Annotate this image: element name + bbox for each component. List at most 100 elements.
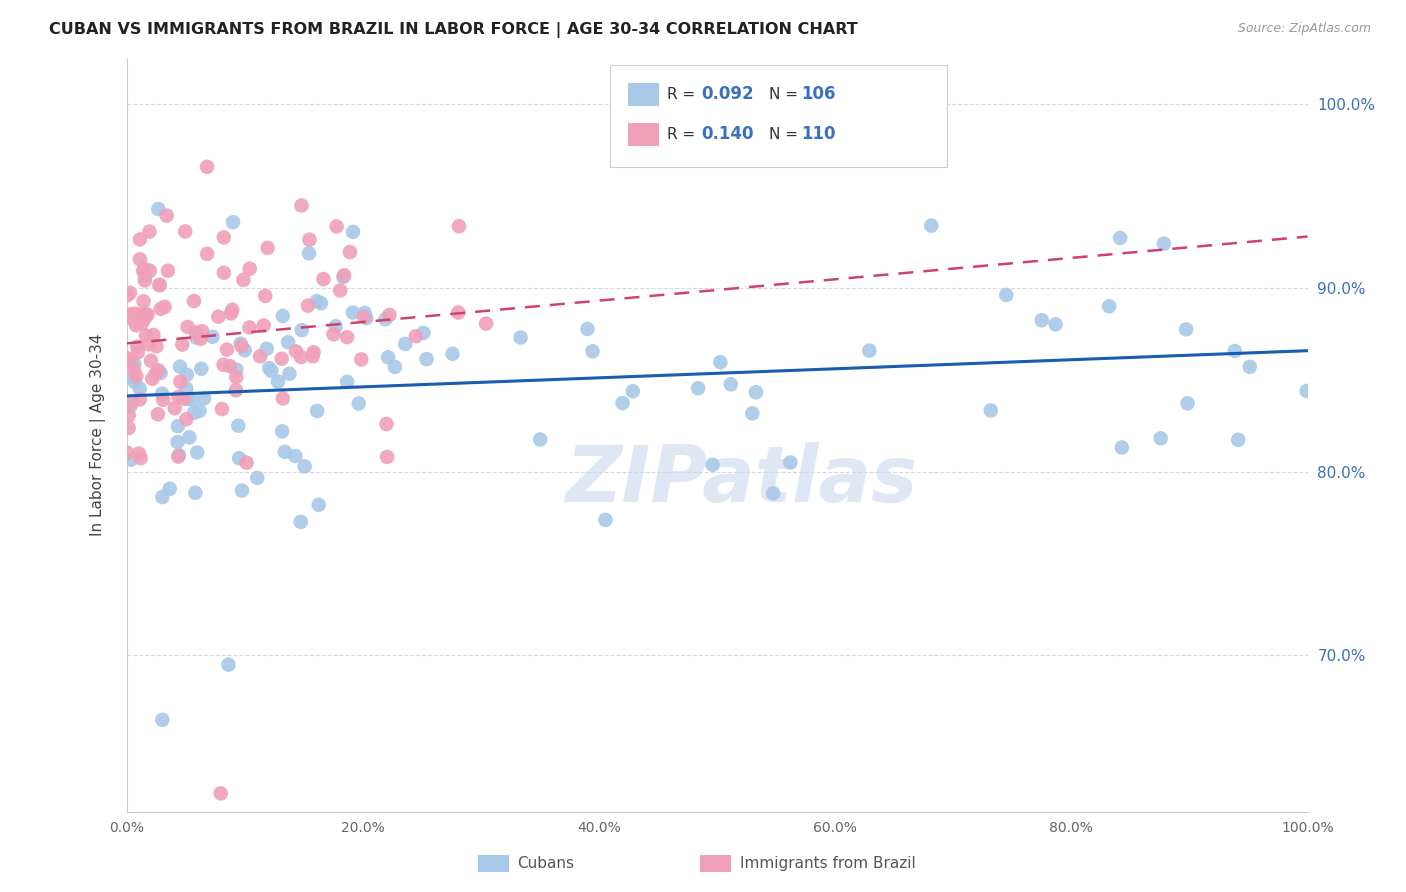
Point [1150,431,1173,445]
Point [995,288,1018,302]
Point [167,450,190,464]
Point [377,351,399,365]
Point [741,406,763,420]
Point [298,233,321,247]
Point [858,343,880,358]
Point [148,202,170,216]
Point [384,359,406,374]
Point [225,362,247,376]
Point [129,392,152,407]
Point [225,370,247,384]
Point [131,316,153,330]
Point [125,314,148,328]
Text: 106: 106 [801,86,835,103]
Point [115,310,138,325]
Point [183,294,205,309]
Point [149,301,172,316]
Point [246,471,269,485]
Point [257,361,280,376]
Point [186,330,208,344]
Point [229,336,252,351]
Point [356,311,378,326]
Point [312,272,335,286]
Text: 0.140: 0.140 [702,126,754,144]
Point [336,330,359,344]
Point [350,352,373,367]
Text: ZIPatlas: ZIPatlas [565,442,917,518]
Point [688,381,710,395]
Point [120,452,142,467]
Point [325,219,347,234]
Y-axis label: In Labor Force | Age 30-34: In Labor Force | Age 30-34 [90,334,105,536]
Point [347,396,370,410]
Point [745,385,768,400]
Point [762,486,785,500]
Point [278,367,301,381]
Point [207,310,229,324]
Point [332,269,354,284]
Point [117,288,139,302]
Point [128,232,150,246]
Text: 110: 110 [801,126,835,144]
Point [149,277,172,292]
Point [179,430,201,444]
Point [167,390,190,404]
Point [173,392,195,406]
Point [225,383,247,397]
Point [1223,344,1246,359]
Point [121,395,143,409]
Point [235,456,257,470]
Point [177,392,200,406]
Point [249,349,271,363]
Point [156,264,179,278]
Point [149,366,172,380]
Point [176,320,198,334]
Point [374,312,396,326]
Point [211,402,233,417]
Point [120,400,142,414]
Text: Cubans: Cubans [517,856,575,871]
Point [135,328,157,343]
Point [163,401,186,416]
Point [612,396,634,410]
Point [274,445,297,459]
Point [120,307,142,321]
Point [529,433,551,447]
Point [702,458,724,472]
Point [156,209,179,223]
Point [122,312,145,326]
Point [195,160,218,174]
Point [166,435,188,450]
Point [215,343,238,357]
Point [1177,396,1199,410]
Point [1045,318,1067,332]
Point [709,355,731,369]
Point [298,246,321,260]
Point [219,359,242,373]
Point [150,490,173,504]
Point [221,302,243,317]
Point [212,266,235,280]
Point [294,459,316,474]
Point [336,375,359,389]
Point [136,308,159,322]
Point [174,224,197,238]
Point [129,252,152,267]
Point [290,198,312,212]
Point [271,392,294,406]
Text: R =: R = [668,87,700,102]
Point [1239,359,1261,374]
Point [134,268,156,283]
Point [190,332,212,346]
Point [231,483,253,498]
Point [138,337,160,351]
Point [152,392,174,407]
Point [128,382,150,396]
Point [186,445,208,459]
Point [239,261,262,276]
Point [167,448,190,462]
Point [1175,322,1198,336]
Point [124,375,146,389]
Point [132,294,155,309]
Point [195,247,218,261]
